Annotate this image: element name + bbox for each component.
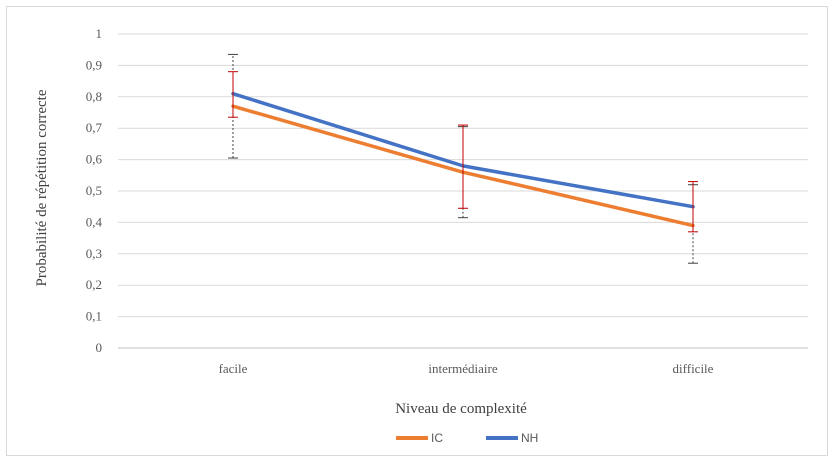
legend-label-ic: IC xyxy=(431,431,443,445)
y-tick-label: 0,5 xyxy=(86,183,102,198)
error-bars xyxy=(228,53,698,264)
y-tick-label: 1 xyxy=(96,26,103,41)
legend: IC NH xyxy=(396,431,538,445)
error-bar-nh xyxy=(458,124,468,209)
chart-area xyxy=(6,6,828,456)
y-tick-label: 0,7 xyxy=(86,120,103,135)
y-tick-label: 0,9 xyxy=(86,57,102,72)
y-tick-label: 0,6 xyxy=(86,152,103,167)
y-axis-title: Probabilité de répétition correcte xyxy=(34,89,50,286)
legend-label-nh: NH xyxy=(521,431,538,445)
x-tick-labels: facile intermédiaire difficile xyxy=(219,361,714,376)
y-tick-label: 0,3 xyxy=(86,246,102,261)
y-tick-labels: 0 0,1 0,2 0,3 0,4 0,5 0,6 0,7 0,8 0,9 1 xyxy=(86,26,103,355)
x-tick-label: difficile xyxy=(673,361,714,376)
y-tick-label: 0,4 xyxy=(86,214,103,229)
y-tick-label: 0,8 xyxy=(86,89,102,104)
y-tick-label: 0 xyxy=(96,340,103,355)
x-tick-label: intermédiaire xyxy=(428,361,498,376)
y-tick-label: 0,2 xyxy=(86,277,102,292)
error-bar-nh xyxy=(688,181,698,233)
error-bar-ic xyxy=(228,53,238,159)
x-axis-title: Niveau de complexité xyxy=(395,401,527,417)
x-tick-label: facile xyxy=(219,361,248,376)
y-tick-label: 0,1 xyxy=(86,309,102,324)
error-bar-nh xyxy=(228,71,238,118)
